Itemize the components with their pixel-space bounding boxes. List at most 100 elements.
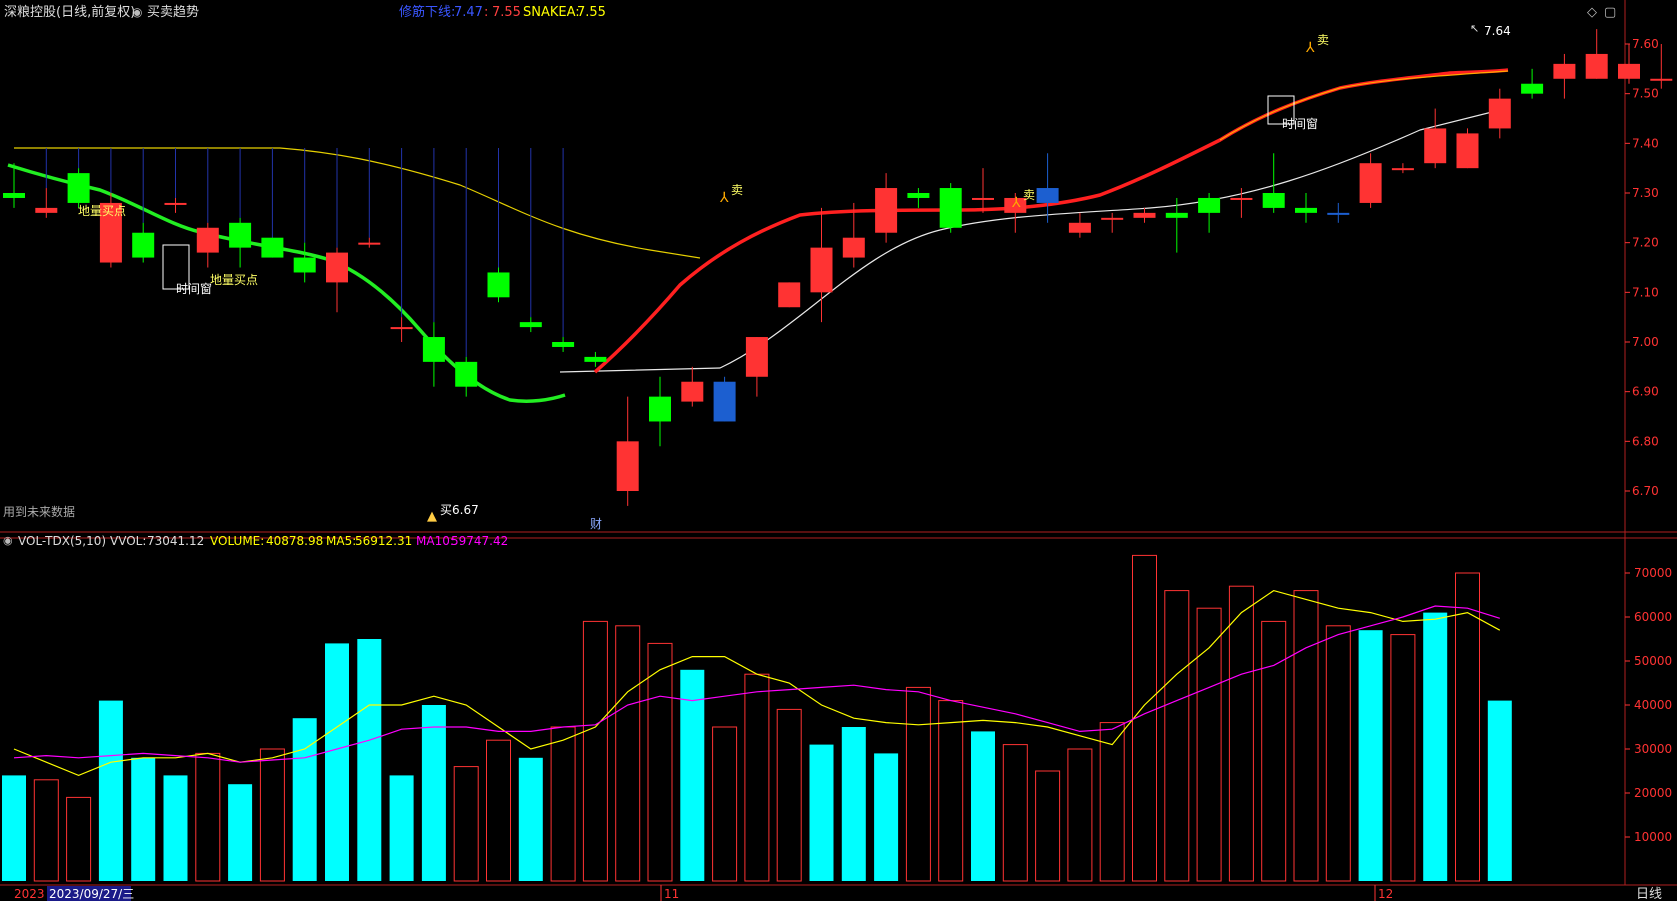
volume-bar[interactable] [1228,585,1254,882]
candle[interactable] [261,237,284,258]
volume-bar[interactable] [1390,634,1416,882]
candle[interactable] [939,183,962,233]
volume-bar[interactable] [1358,630,1383,881]
candle[interactable] [132,222,155,263]
candle[interactable] [1295,193,1317,223]
volume-bar[interactable] [228,784,253,881]
candle[interactable] [1521,68,1544,99]
volume-bar[interactable] [680,669,705,881]
volume-bar[interactable] [1261,620,1287,882]
volume-bar[interactable] [712,726,738,882]
volume-bar[interactable] [518,757,543,881]
candle[interactable] [390,317,413,342]
candle[interactable] [649,376,671,447]
candle[interactable] [810,207,833,323]
period-button[interactable]: 日线 [1636,887,1662,901]
candle[interactable] [519,317,542,333]
candle[interactable] [99,193,122,268]
volume-bar[interactable] [1002,744,1028,882]
volume-bar[interactable] [163,775,188,881]
candle[interactable] [1068,212,1091,238]
candle[interactable] [1391,163,1414,174]
candle[interactable] [681,366,704,407]
volume-bar[interactable] [66,796,92,882]
volume-bar[interactable] [1293,590,1319,882]
candle[interactable] [1327,202,1350,223]
volume-bar[interactable] [1196,607,1222,882]
collapse-icon[interactable]: ▢ [1604,5,1616,20]
volume-bar[interactable] [357,639,382,881]
volume-bar[interactable] [1487,700,1512,881]
candle[interactable] [972,168,994,213]
candle[interactable] [1488,88,1511,139]
volume-bar[interactable] [971,731,995,881]
volume-bar[interactable] [325,643,349,881]
volume-bar[interactable] [486,739,511,882]
candle[interactable] [67,168,90,208]
candle[interactable] [1165,197,1188,253]
diamond-icon[interactable]: ◇ [1587,5,1597,20]
volume-bar-series[interactable] [2,554,1512,882]
volume-bar[interactable] [259,748,285,882]
volume-bar[interactable] [744,673,770,882]
candle[interactable] [422,322,445,387]
candle[interactable] [1133,207,1156,223]
volume-bar[interactable] [1455,572,1480,882]
candle[interactable] [1585,29,1608,79]
volume-bar[interactable] [550,726,576,882]
candle[interactable] [745,337,768,397]
volume-bar[interactable] [1067,748,1093,882]
volume-bar[interactable] [647,642,673,882]
candle[interactable] [616,396,639,506]
candle[interactable] [229,217,252,268]
candle[interactable] [1359,153,1382,208]
volume-bar[interactable] [874,753,899,881]
volume-bar[interactable] [1164,590,1190,882]
volume-bar[interactable] [131,757,156,881]
volume-bar[interactable] [1325,625,1351,882]
volume-bar[interactable] [453,766,479,882]
candle[interactable] [293,242,316,283]
candle[interactable] [487,267,510,303]
candle[interactable] [842,202,865,268]
candle[interactable] [326,247,348,313]
candle[interactable] [907,188,930,208]
volume-bar[interactable] [2,775,26,881]
candle[interactable] [1618,44,1640,84]
candle[interactable] [1262,153,1285,213]
candle[interactable] [1036,153,1059,223]
candle[interactable] [1553,53,1576,99]
candlestick-series[interactable] [3,24,1677,506]
candle[interactable] [358,237,381,248]
volume-bar[interactable] [841,727,866,881]
indicator-dropdown-icon[interactable]: ◉ [132,5,142,19]
candle[interactable] [778,282,801,308]
candle[interactable] [584,351,607,367]
candle[interactable] [875,173,898,243]
vol-dropdown-icon[interactable]: ◉ [3,534,13,547]
candle[interactable] [3,163,25,208]
candle[interactable] [1650,44,1673,89]
candle[interactable] [1230,188,1253,218]
volume-bar[interactable] [615,625,641,882]
volume-bar[interactable] [938,700,964,882]
candle[interactable] [1198,193,1221,233]
volume-bar[interactable] [1099,722,1125,882]
candle[interactable] [164,197,187,213]
volume-bar[interactable] [1132,554,1157,882]
vol-indicator-name[interactable]: VOL-TDX(5,10) [18,534,106,548]
candle[interactable] [1424,108,1447,169]
volume-bar[interactable] [421,705,446,881]
volume-bar[interactable] [98,700,123,881]
candle[interactable] [455,356,478,397]
candle[interactable] [552,337,575,352]
indicator-name[interactable]: 买卖趋势 [147,4,199,20]
candle[interactable] [1456,128,1479,169]
volume-bar[interactable] [582,620,608,882]
volume-bar[interactable] [33,779,59,882]
volume-bar[interactable] [292,718,317,881]
volume-bar[interactable] [809,744,834,881]
candle[interactable] [713,376,736,422]
candle[interactable] [1004,193,1027,233]
